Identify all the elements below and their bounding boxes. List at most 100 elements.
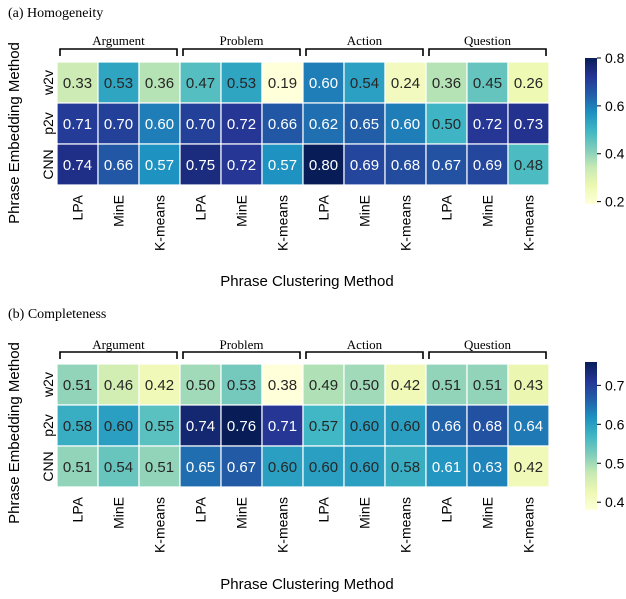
row-tick-label: w2v [40,70,56,96]
group-label: Problem [219,337,263,352]
cell-value-label: 0.38 [268,377,297,394]
cell-value-label: 0.51 [63,459,92,476]
cell-value-label: 0.72 [473,116,502,133]
cell-value-label: 0.57 [309,418,338,435]
cell-value-label: 0.26 [514,75,543,92]
heatmap-cell [425,445,468,488]
heatmap-cell [384,363,427,406]
cell-value-label: 0.43 [514,377,543,394]
heatmap-cell [343,61,386,104]
group-bracket [182,48,301,56]
heatmap-cell [220,143,263,186]
cell-value-label: 0.70 [186,116,215,133]
cell-value-label: 0.51 [145,459,174,476]
column-tick-label: LPA [193,194,209,220]
heatmap-cell [425,102,468,145]
cell-value-label: 0.73 [514,116,543,133]
cell-value-label: 0.53 [104,75,133,92]
cell-value-label: 0.42 [514,459,543,476]
cell-value-label: 0.60 [391,116,420,133]
heatmap-cell [138,143,181,186]
column-tick-label: MinE [111,195,127,227]
group-label: Argument [92,337,145,352]
column-tick-label: K-means [152,195,168,251]
cell-value-label: 0.60 [350,418,379,435]
heatmap-cell [302,102,345,145]
heatmap-cell [56,445,99,488]
cell-value-label: 0.74 [63,157,92,174]
group-bracket [182,351,301,359]
cell-value-label: 0.71 [63,116,92,133]
colorbar-tick-label: 0.5 [605,455,625,471]
group-bracket [59,48,178,56]
column-tick-labels: LPA MinE K-means LPA MinE K-means LPA MinE K-mea… [70,194,537,251]
group-bracket [428,351,547,359]
cell-value-label: 0.53 [227,377,256,394]
cell-value-label: 0.60 [268,459,297,476]
cell-value-label: 0.80 [309,157,338,174]
column-tick-label: LPA [439,194,455,220]
colorbar-tick-label: 0.7 [605,377,625,393]
completeness-panel: (b) Completeness Argument Problem Action Qu… [6,307,625,593]
heatmap-cell [179,143,222,186]
heatmap-cell [466,143,509,186]
homogeneity-panel: (a) Homogeneity Argument Problem Action Que… [6,6,625,290]
cell-value-label: 0.49 [309,377,338,394]
heatmap-cell [466,363,509,406]
heatmap-cell [466,404,509,447]
cell-value-label: 0.69 [350,157,379,174]
heatmap-cell [507,404,550,447]
column-tick-label: LPA [193,496,209,522]
heatmap-cell [138,445,181,488]
cell-value-label: 0.68 [391,157,420,174]
cell-value-label: 0.61 [432,459,461,476]
cell-value-label: 0.72 [227,157,256,174]
cell-value-label: 0.60 [309,75,338,92]
cell-value-label: 0.50 [432,116,461,133]
colorbar-gradient [585,58,597,204]
cell-value-label: 0.57 [145,157,174,174]
cell-value-label: 0.42 [391,377,420,394]
panel-title: (a) Homogeneity [8,6,103,21]
colorbar-gradient [585,362,597,510]
cell-value-label: 0.68 [473,418,502,435]
heatmap-cell [220,363,263,406]
heatmap-cells: 0.33 0.53 0.36 0.47 0.53 0.19 0.60 0.54 0.24 0.36… [56,61,550,186]
x-axis-title: Phrase Clustering Method [220,273,393,290]
heatmap-cell [261,102,304,145]
cell-value-label: 0.65 [186,459,215,476]
group-bracket [59,351,178,359]
cell-value-label: 0.51 [432,377,461,394]
group-bracket [305,351,424,359]
row-tick-labels: w2v p2v CNN [40,372,56,482]
heatmap-cell [179,102,222,145]
cell-value-label: 0.76 [227,418,256,435]
group-bracket [305,48,424,56]
column-tick-label: MinE [111,497,127,529]
column-tick-label: LPA [70,194,86,220]
column-tick-label: LPA [439,496,455,522]
cell-value-label: 0.51 [63,377,92,394]
heatmap-cell [507,102,550,145]
cell-value-label: 0.71 [268,418,297,435]
cell-value-label: 0.36 [145,75,174,92]
heatmap-cell [507,61,550,104]
x-axis-title: Phrase Clustering Method [220,576,393,593]
heatmap-cell [97,61,140,104]
heatmap-cell [220,102,263,145]
colorbar-tick-label: 0.4 [605,494,625,510]
group-brackets [59,48,547,56]
column-tick-label: LPA [316,496,332,522]
cell-value-label: 0.48 [514,157,543,174]
column-tick-label: K-means [521,195,537,251]
group-labels: Argument Problem Action Question [92,33,511,48]
heatmap-cell [507,143,550,186]
heatmap-cell [56,143,99,186]
cell-value-label: 0.60 [391,418,420,435]
group-labels: Argument Problem Action Question [92,337,511,352]
y-axis-title: Phrase Embedding Method [6,42,23,224]
column-tick-label: K-means [521,497,537,553]
heatmap-cell [466,445,509,488]
column-tick-label: K-means [398,195,414,251]
cell-value-label: 0.64 [514,418,543,435]
